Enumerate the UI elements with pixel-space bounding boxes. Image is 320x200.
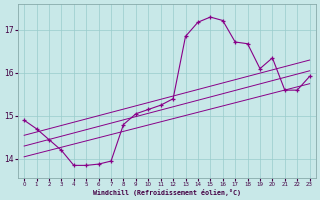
X-axis label: Windchill (Refroidissement éolien,°C): Windchill (Refroidissement éolien,°C) — [93, 189, 241, 196]
